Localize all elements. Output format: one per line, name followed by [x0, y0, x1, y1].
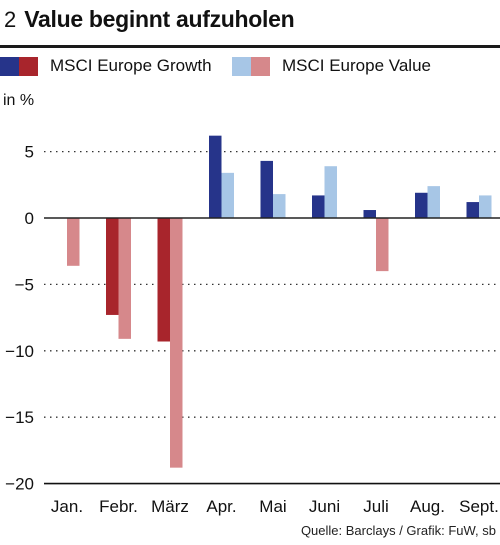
x-tick-label: Mai [259, 497, 286, 516]
legend-swatch-growth-positive [0, 56, 19, 76]
legend-swatch-growth-negative [19, 56, 38, 76]
bar-growth [209, 135, 222, 218]
bar-growth [415, 192, 428, 218]
legend-swatch-value-negative [251, 56, 270, 76]
bar-value [324, 166, 337, 218]
bar-growth [466, 202, 479, 218]
legend-label-growth: MSCI Europe Growth [50, 56, 212, 75]
title-rule [0, 45, 500, 48]
bar-growth [312, 195, 325, 218]
bar-value [376, 218, 389, 272]
bar-value [273, 194, 286, 218]
x-tick-label: Febr. [99, 497, 138, 516]
y-tick-label: −10 [5, 342, 34, 361]
legend-label-value: MSCI Europe Value [282, 56, 431, 75]
bar-value [427, 186, 440, 218]
bar-growth [157, 218, 170, 342]
source-note: Quelle: Barclays / Grafik: FuW, sb [300, 523, 496, 538]
bar-growth [260, 160, 273, 218]
y-axis-unit-label: in % [3, 92, 35, 109]
y-tick-label: −15 [5, 408, 34, 427]
figure-number: 2 [4, 7, 17, 32]
y-tick-label: −5 [15, 275, 34, 294]
y-tick-label: 5 [25, 143, 34, 162]
x-tick-label: Juli [363, 497, 389, 516]
legend-item-value: MSCI Europe Value [232, 56, 431, 76]
legend: MSCI Europe Growth MSCI Europe Value [0, 52, 500, 82]
bar-growth [363, 210, 376, 218]
legend-item-growth: MSCI Europe Growth [0, 56, 212, 76]
bar-value [221, 172, 234, 218]
bar-value [479, 195, 492, 218]
y-tick-label: 0 [25, 209, 34, 228]
bar-value [170, 218, 183, 468]
x-tick-label: Sept. [459, 497, 499, 516]
x-tick-label: Jan. [51, 497, 83, 516]
chart-title-row: 2 Value beginnt aufzuholen [4, 6, 295, 36]
x-tick-label: März [151, 497, 189, 516]
x-tick-label: Aug. [410, 497, 445, 516]
x-tick-label: Apr. [206, 497, 236, 516]
chart-title: Value beginnt aufzuholen [24, 6, 295, 32]
x-tick-label: Juni [309, 497, 340, 516]
bar-growth [106, 218, 119, 315]
y-tick-label: −20 [5, 475, 34, 494]
bar-value [67, 218, 80, 266]
bar-value [118, 218, 131, 339]
legend-swatch-value-positive [232, 56, 251, 76]
